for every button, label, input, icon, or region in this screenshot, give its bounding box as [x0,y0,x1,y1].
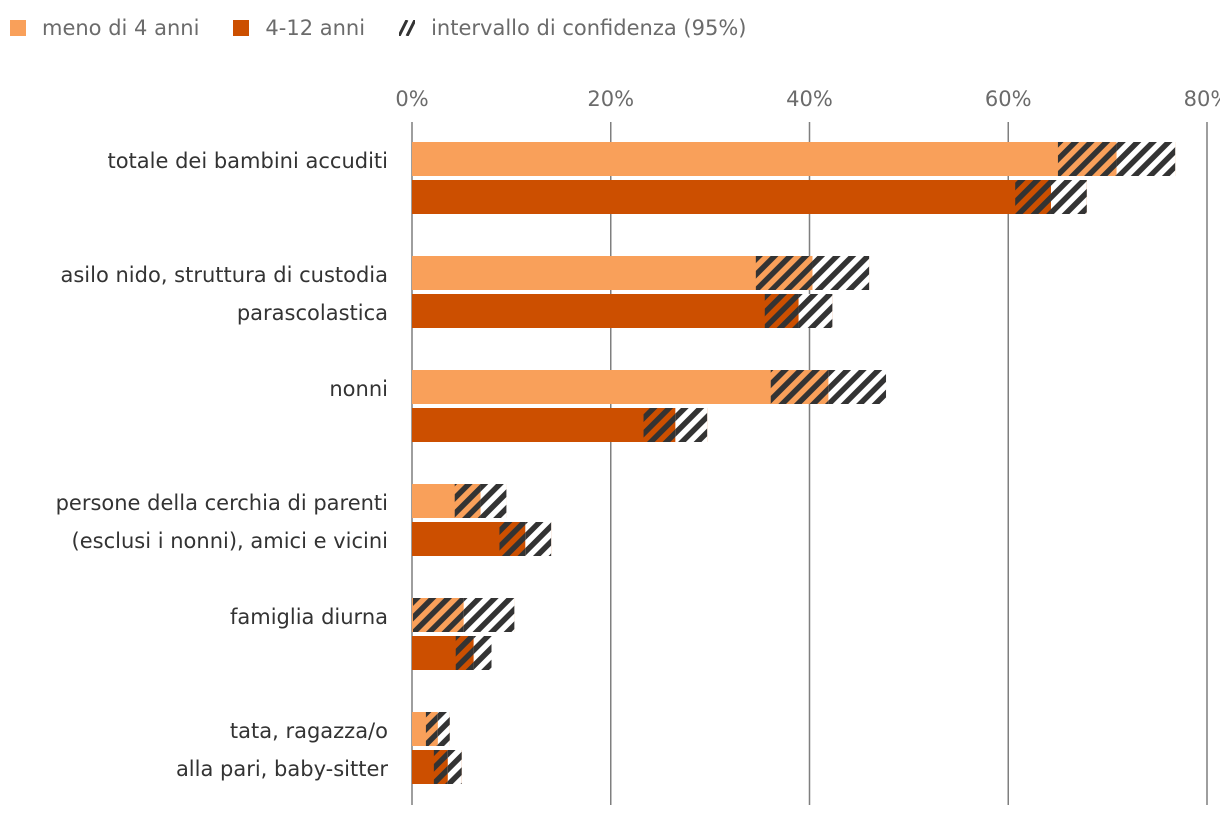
legend-label-4-12-anni: 4-12 anni [265,16,366,40]
legend-swatch-confidence-hatch [399,20,416,36]
category-label: parascolastica [237,301,388,325]
ci-lower-band [643,408,676,442]
legend-swatch-4-12-anni [233,20,250,36]
ci-lower-band [433,750,448,784]
ci-upper-band [525,522,552,556]
legend-item-4-12-anni: 4-12 anni [233,16,365,40]
legend: meno di 4 anni 4-12 anni intervallo di c… [10,10,746,46]
legend-swatch-meno-di-4-anni [10,20,26,36]
ci-lower-band [770,370,829,404]
category-label: famiglia diurna [230,605,388,629]
x-tick-label: 0% [395,87,428,111]
bar [412,180,1087,214]
ci-lower-band [755,256,813,290]
bar [412,294,833,328]
ci-upper-band [828,370,887,404]
ci-lower-band [412,598,464,632]
category-label: nonni [329,377,388,401]
ci-lower-band [499,522,526,556]
bar [412,142,1176,176]
category-label: persone della cerchia di parenti [56,491,388,515]
ci-upper-band [1116,142,1176,176]
x-tick-label: 60% [985,87,1032,111]
ci-lower-band [425,712,438,746]
category-label: totale dei bambini accuditi [107,149,388,173]
ci-lower-band [764,294,799,328]
legend-item-meno-di-4-anni: meno di 4 anni [10,16,199,40]
ci-upper-band [447,750,462,784]
category-label: alla pari, baby-sitter [176,757,388,781]
legend-label-intervallo-di-confidenza: intervallo di confidenza (95%) [431,16,747,40]
legend-item-intervallo-di-confidenza: intervallo di confidenza (95%) [399,16,746,40]
ci-lower-band [1015,180,1051,214]
category-label: asilo nido, struttura di custodia [61,263,389,287]
ci-lower-band [454,484,481,518]
ci-upper-band [675,408,708,442]
x-tick-label: 80% [1184,87,1220,111]
ci-upper-band [812,256,870,290]
ci-upper-band [798,294,833,328]
ci-upper-band [437,712,450,746]
legend-label-meno-di-4-anni: meno di 4 anni [42,16,200,40]
category-label: tata, ragazza/o [230,719,388,743]
ci-upper-band [473,636,492,670]
x-tick-label: 40% [786,87,833,111]
category-label: (esclusi i nonni), amici e vicini [72,529,388,553]
x-tick-label: 20% [587,87,634,111]
ci-upper-band [1050,180,1087,214]
ci-upper-band [463,598,515,632]
ci-lower-band [1057,142,1117,176]
ci-upper-band [480,484,507,518]
ci-lower-band [455,636,474,670]
